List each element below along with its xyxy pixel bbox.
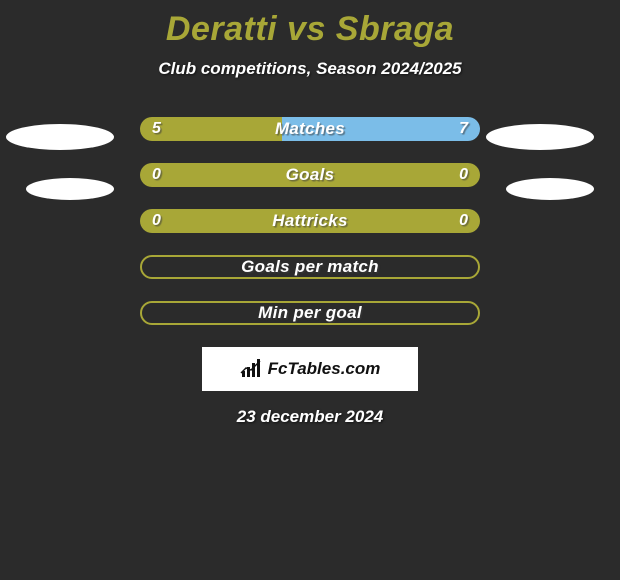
bar-value-right: 7: [459, 117, 468, 141]
bar-label: Matches: [140, 117, 480, 141]
stat-bar-matches: Matches5 7: [140, 117, 480, 141]
date-text: 23 december 2024: [0, 407, 620, 427]
stat-bar-hattricks: Hattricks0 0: [140, 209, 480, 233]
player-ellipse-right-2: [486, 124, 594, 150]
player-ellipse-right-3: [506, 178, 594, 200]
stat-bar-goals-per-match: Goals per match: [140, 255, 480, 279]
bar-label: Min per goal: [142, 303, 478, 323]
bar-label: Hattricks: [140, 209, 480, 233]
player-ellipse-left-0: [6, 124, 114, 150]
stat-bar-min-per-goal: Min per goal: [140, 301, 480, 325]
bar-value-right: 0: [459, 209, 468, 233]
bar-value-left: 0: [152, 163, 161, 187]
bar-value-left: 0: [152, 209, 161, 233]
page-title: Deratti vs Sbraga: [0, 0, 620, 49]
bar-label: Goals: [140, 163, 480, 187]
player-ellipse-left-1: [26, 178, 114, 200]
page-subtitle: Club competitions, Season 2024/2025: [0, 59, 620, 79]
brand-text: FcTables.com: [268, 359, 381, 379]
brand-box: FcTables.com: [202, 347, 418, 391]
bar-chart-icon: [240, 359, 262, 379]
bar-value-right: 0: [459, 163, 468, 187]
bar-label: Goals per match: [142, 257, 478, 277]
bar-value-left: 5: [152, 117, 161, 141]
stat-bar-goals: Goals0 0: [140, 163, 480, 187]
